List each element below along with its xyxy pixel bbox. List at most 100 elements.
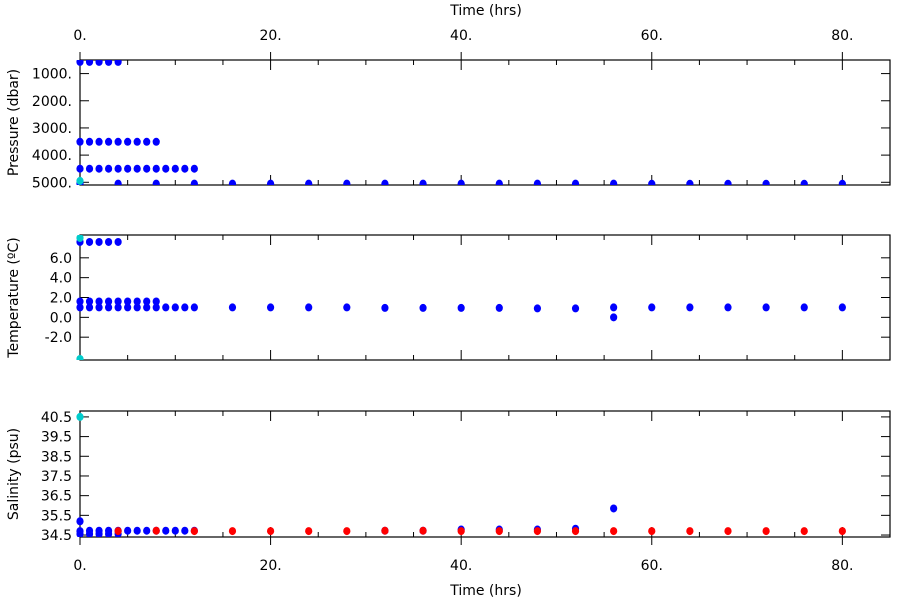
y-tick-label: 35.5 [41,508,72,524]
data-point [381,303,389,312]
data-point [114,137,122,146]
data-point [152,179,160,185]
x-tick-label: 40. [450,558,472,574]
data-point [648,303,656,312]
x-tick-label: 40. [450,28,472,44]
data-point [190,164,198,173]
data-point [143,526,151,535]
data-point [152,526,160,535]
data-point [95,60,103,66]
data-point [762,303,770,312]
data-point [76,355,84,360]
data-point [114,297,122,306]
data-point [305,527,313,536]
y-axis-title: Pressure (dbar) [6,69,22,176]
data-point [104,164,113,173]
data-point [495,303,503,312]
x-tick-label: 80. [831,28,853,44]
data-point [114,303,122,312]
data-point [85,297,94,306]
data-point [266,179,275,185]
data-point [686,179,694,185]
data-point [95,303,103,312]
data-point [343,527,351,536]
x-tick-label: 0. [73,28,86,44]
data-point [171,303,179,312]
data-point [419,303,427,312]
data-point [190,303,198,312]
data-point [686,527,694,536]
x-axis-title-top: Time (hrs) [449,3,522,19]
data-point [571,179,580,185]
data-point [228,303,237,312]
data-point [76,164,84,173]
data-point [114,60,122,66]
y-tick-label: 1000. [32,67,72,83]
data-point [133,526,141,535]
data-point [457,527,465,536]
y-tick-label: 37.5 [41,469,72,485]
data-point [610,179,618,185]
data-point [162,526,170,535]
data-point [114,237,122,246]
data-point [686,303,694,312]
y-tick-label: 34.5 [41,528,72,544]
x-tick-label: 80. [831,558,853,574]
data-point [104,303,113,312]
y-tick-label: 40.5 [41,410,72,426]
panel-marks [76,60,846,185]
data-point [724,179,732,185]
y-tick-label: 4.0 [50,271,72,287]
data-point [85,60,94,66]
data-point [76,297,84,306]
data-point [143,164,151,173]
data-point [133,297,141,306]
data-point [76,137,84,146]
data-point [76,412,84,421]
data-point [305,303,313,312]
data-point [95,297,103,306]
data-point [571,304,580,313]
data-point [610,313,618,322]
data-point [104,297,113,306]
data-point [762,527,770,536]
data-point [610,527,618,536]
data-point [124,164,132,173]
data-point [143,297,151,306]
data-point [305,179,313,185]
x-tick-label: 60. [641,28,663,44]
data-point [457,303,465,312]
data-point [95,137,103,146]
data-point [228,179,237,185]
data-point [133,164,141,173]
data-point [381,526,389,535]
data-point [724,527,732,536]
data-point [76,176,84,185]
y-tick-label: 5000. [32,175,72,191]
panel-frame [79,410,891,538]
data-point [85,530,94,537]
data-point [76,530,84,537]
data-point [419,526,427,535]
x-tick-label: 20. [259,558,281,574]
data-point [762,179,770,185]
data-point [171,526,179,535]
data-point [104,137,113,146]
data-point [95,164,103,173]
x-axis-title-bottom: Time (hrs) [449,583,522,599]
data-point [152,137,160,146]
data-point [190,527,198,536]
data-point [152,303,160,312]
y-tick-label: 38.5 [41,449,72,465]
data-point [162,303,170,312]
x-tick-label: 60. [641,558,663,574]
data-point [152,297,160,306]
data-point [143,303,151,312]
data-point [533,304,542,313]
data-point [838,527,846,536]
y-axis-title: Salinity (psu) [6,428,22,520]
data-point [381,179,389,185]
data-point [457,179,465,185]
data-point [171,164,179,173]
data-point [419,179,427,185]
